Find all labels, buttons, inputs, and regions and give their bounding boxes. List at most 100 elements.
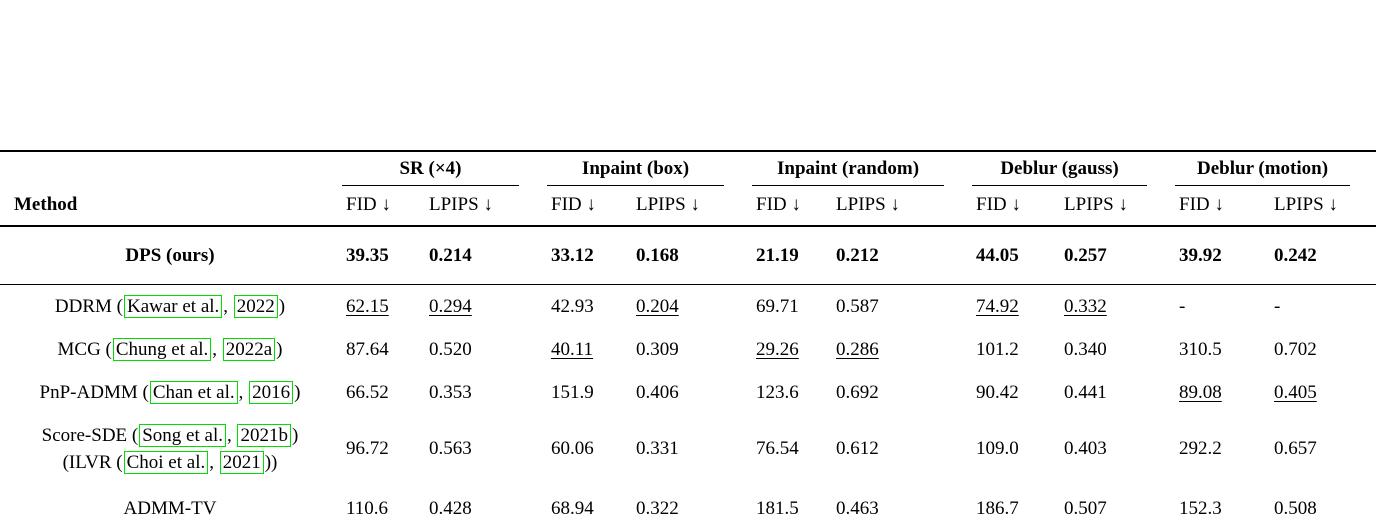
- fid-header: FID ↓: [340, 186, 423, 227]
- method-text: ,: [223, 296, 233, 317]
- metric-value: 29.26: [756, 338, 799, 360]
- method-text: ): [276, 339, 283, 360]
- metric-value: 87.64: [346, 338, 389, 360]
- empty-corner-cell: [0, 151, 340, 186]
- metric-value: 69.71: [756, 295, 799, 317]
- metric-value: 110.6: [346, 497, 389, 519]
- method-text: ): [294, 382, 301, 403]
- fid-header: FID ↓: [1173, 186, 1269, 227]
- citation-link[interactable]: Song et al.: [139, 424, 226, 447]
- task-group-header-sr: SR (×4): [340, 151, 545, 186]
- metric-value: 0.257: [1058, 226, 1174, 285]
- method-line: (ILVR (Choi et al., 2021)): [4, 449, 336, 476]
- task-group-label: Inpaint (box): [547, 158, 725, 186]
- method-text: ,: [212, 339, 222, 360]
- metric-value: 33.12: [545, 226, 630, 285]
- metric-value: 0.322: [636, 497, 679, 519]
- task-group-label: Inpaint (random): [752, 158, 945, 186]
- metric-value: 62.15: [346, 295, 389, 317]
- metric-value: 151.9: [551, 381, 594, 403]
- results-table-container: SR (×4) Inpaint (box) Inpaint (random) D…: [0, 150, 1376, 531]
- metric-value: 0.340: [1064, 338, 1107, 360]
- table-row: PnP-ADMM (Chan et al., 2016) 66.52 0.353 15…: [0, 371, 1376, 414]
- metric-value: 0.692: [836, 381, 879, 403]
- method-text: PnP-ADMM (: [39, 382, 149, 403]
- metric-value: 40.11: [551, 338, 594, 360]
- metric-value: 66.52: [346, 381, 389, 403]
- metric-value: -: [1274, 295, 1281, 317]
- method-line: PnP-ADMM (Chan et al., 2016): [4, 379, 336, 406]
- metric-value: 39.92: [1173, 226, 1269, 285]
- method-cell: DPS (ours): [0, 226, 340, 285]
- method-line: Score-SDE (Song et al., 2021b): [4, 422, 336, 449]
- metric-value: 0.563: [429, 438, 472, 459]
- metric-value: 0.214: [423, 226, 545, 285]
- metric-value: 60.06: [551, 438, 594, 459]
- metric-value: 76.54: [756, 438, 799, 459]
- metric-value: 74.92: [976, 295, 1019, 317]
- metric-value: 0.204: [636, 295, 679, 317]
- lpips-header: LPIPS ↓: [1058, 186, 1174, 227]
- metric-value: 89.08: [1179, 381, 1222, 403]
- method-text: ,: [238, 382, 249, 403]
- citation-link[interactable]: 2022: [233, 295, 278, 318]
- citation-link[interactable]: Chan et al.: [149, 381, 238, 404]
- metric-value: 0.463: [836, 497, 879, 519]
- metric-value: 0.612: [836, 438, 879, 459]
- metric-value: 292.2: [1179, 438, 1222, 459]
- metric-value: 123.6: [756, 381, 799, 403]
- metric-value: 0.242: [1268, 226, 1376, 285]
- metric-value: 0.286: [836, 338, 879, 360]
- metric-value: 0.168: [630, 226, 751, 285]
- method-text: (ILVR (: [62, 452, 123, 473]
- metric-value: 21.19: [750, 226, 831, 285]
- method-cell: DDRM (Kawar et al., 2022): [0, 285, 340, 329]
- method-text: ): [278, 296, 286, 317]
- task-group-row: SR (×4) Inpaint (box) Inpaint (random) D…: [0, 151, 1376, 186]
- task-group-header-deblur-motion: Deblur (motion): [1173, 151, 1376, 186]
- metric-value: 310.5: [1179, 338, 1222, 360]
- method-text: DPS (ours): [125, 245, 215, 266]
- metric-value: 152.3: [1179, 497, 1222, 519]
- method-text: )): [264, 452, 278, 473]
- citation-link[interactable]: 2021b: [237, 424, 291, 447]
- metric-value: 0.406: [636, 381, 679, 403]
- method-text: Score-SDE (: [41, 425, 139, 446]
- fid-header: FID ↓: [970, 186, 1059, 227]
- metric-value: 0.520: [429, 338, 472, 360]
- fid-header: FID ↓: [545, 186, 630, 227]
- metric-value: 0.657: [1274, 438, 1317, 459]
- method-line: MCG (Chung et al., 2022a): [4, 336, 336, 363]
- metric-value: 90.42: [976, 381, 1019, 403]
- task-group-header-inpaint-box: Inpaint (box): [545, 151, 750, 186]
- citation-link[interactable]: Kawar et al.: [123, 295, 223, 318]
- lpips-header: LPIPS ↓: [423, 186, 545, 227]
- table-body: DPS (ours) 39.35 0.214 33.12 0.168 21.19 0.212…: [0, 226, 1376, 531]
- method-line: DPS (ours): [4, 242, 336, 269]
- citation-link[interactable]: Chung et al.: [112, 338, 212, 361]
- citation-link[interactable]: 2021: [219, 451, 264, 474]
- method-cell: ADMM-TV: [0, 484, 340, 531]
- task-group-header-inpaint-random: Inpaint (random): [750, 151, 970, 186]
- table-row: Score-SDE (Song et al., 2021b) (ILVR (Cho…: [0, 414, 1376, 484]
- method-text: ,: [226, 425, 237, 446]
- metric-value: 0.587: [836, 295, 879, 317]
- metric-value: 109.0: [976, 438, 1019, 459]
- metric-value: 186.7: [976, 497, 1019, 519]
- metric-value: 39.35: [340, 226, 423, 285]
- metric-value: 0.507: [1064, 497, 1107, 519]
- task-group-label: Deblur (gauss): [972, 158, 1148, 186]
- metric-value: 0.428: [429, 497, 472, 519]
- task-group-label: Deblur (motion): [1175, 158, 1351, 186]
- lpips-header: LPIPS ↓: [830, 186, 971, 227]
- citation-link[interactable]: Choi et al.: [123, 451, 209, 474]
- citation-link[interactable]: 2022a: [222, 338, 276, 361]
- method-line: DDRM (Kawar et al., 2022): [4, 293, 336, 320]
- citation-link[interactable]: 2016: [249, 381, 294, 404]
- task-group-header-deblur-gauss: Deblur (gauss): [970, 151, 1173, 186]
- table-row: ADMM-TV 110.6 0.428 68.94 0.322 181.5 0.463 186…: [0, 484, 1376, 531]
- metric-value: 0.403: [1064, 438, 1107, 459]
- method-cell: MCG (Chung et al., 2022a): [0, 328, 340, 371]
- metric-value: 96.72: [346, 438, 389, 459]
